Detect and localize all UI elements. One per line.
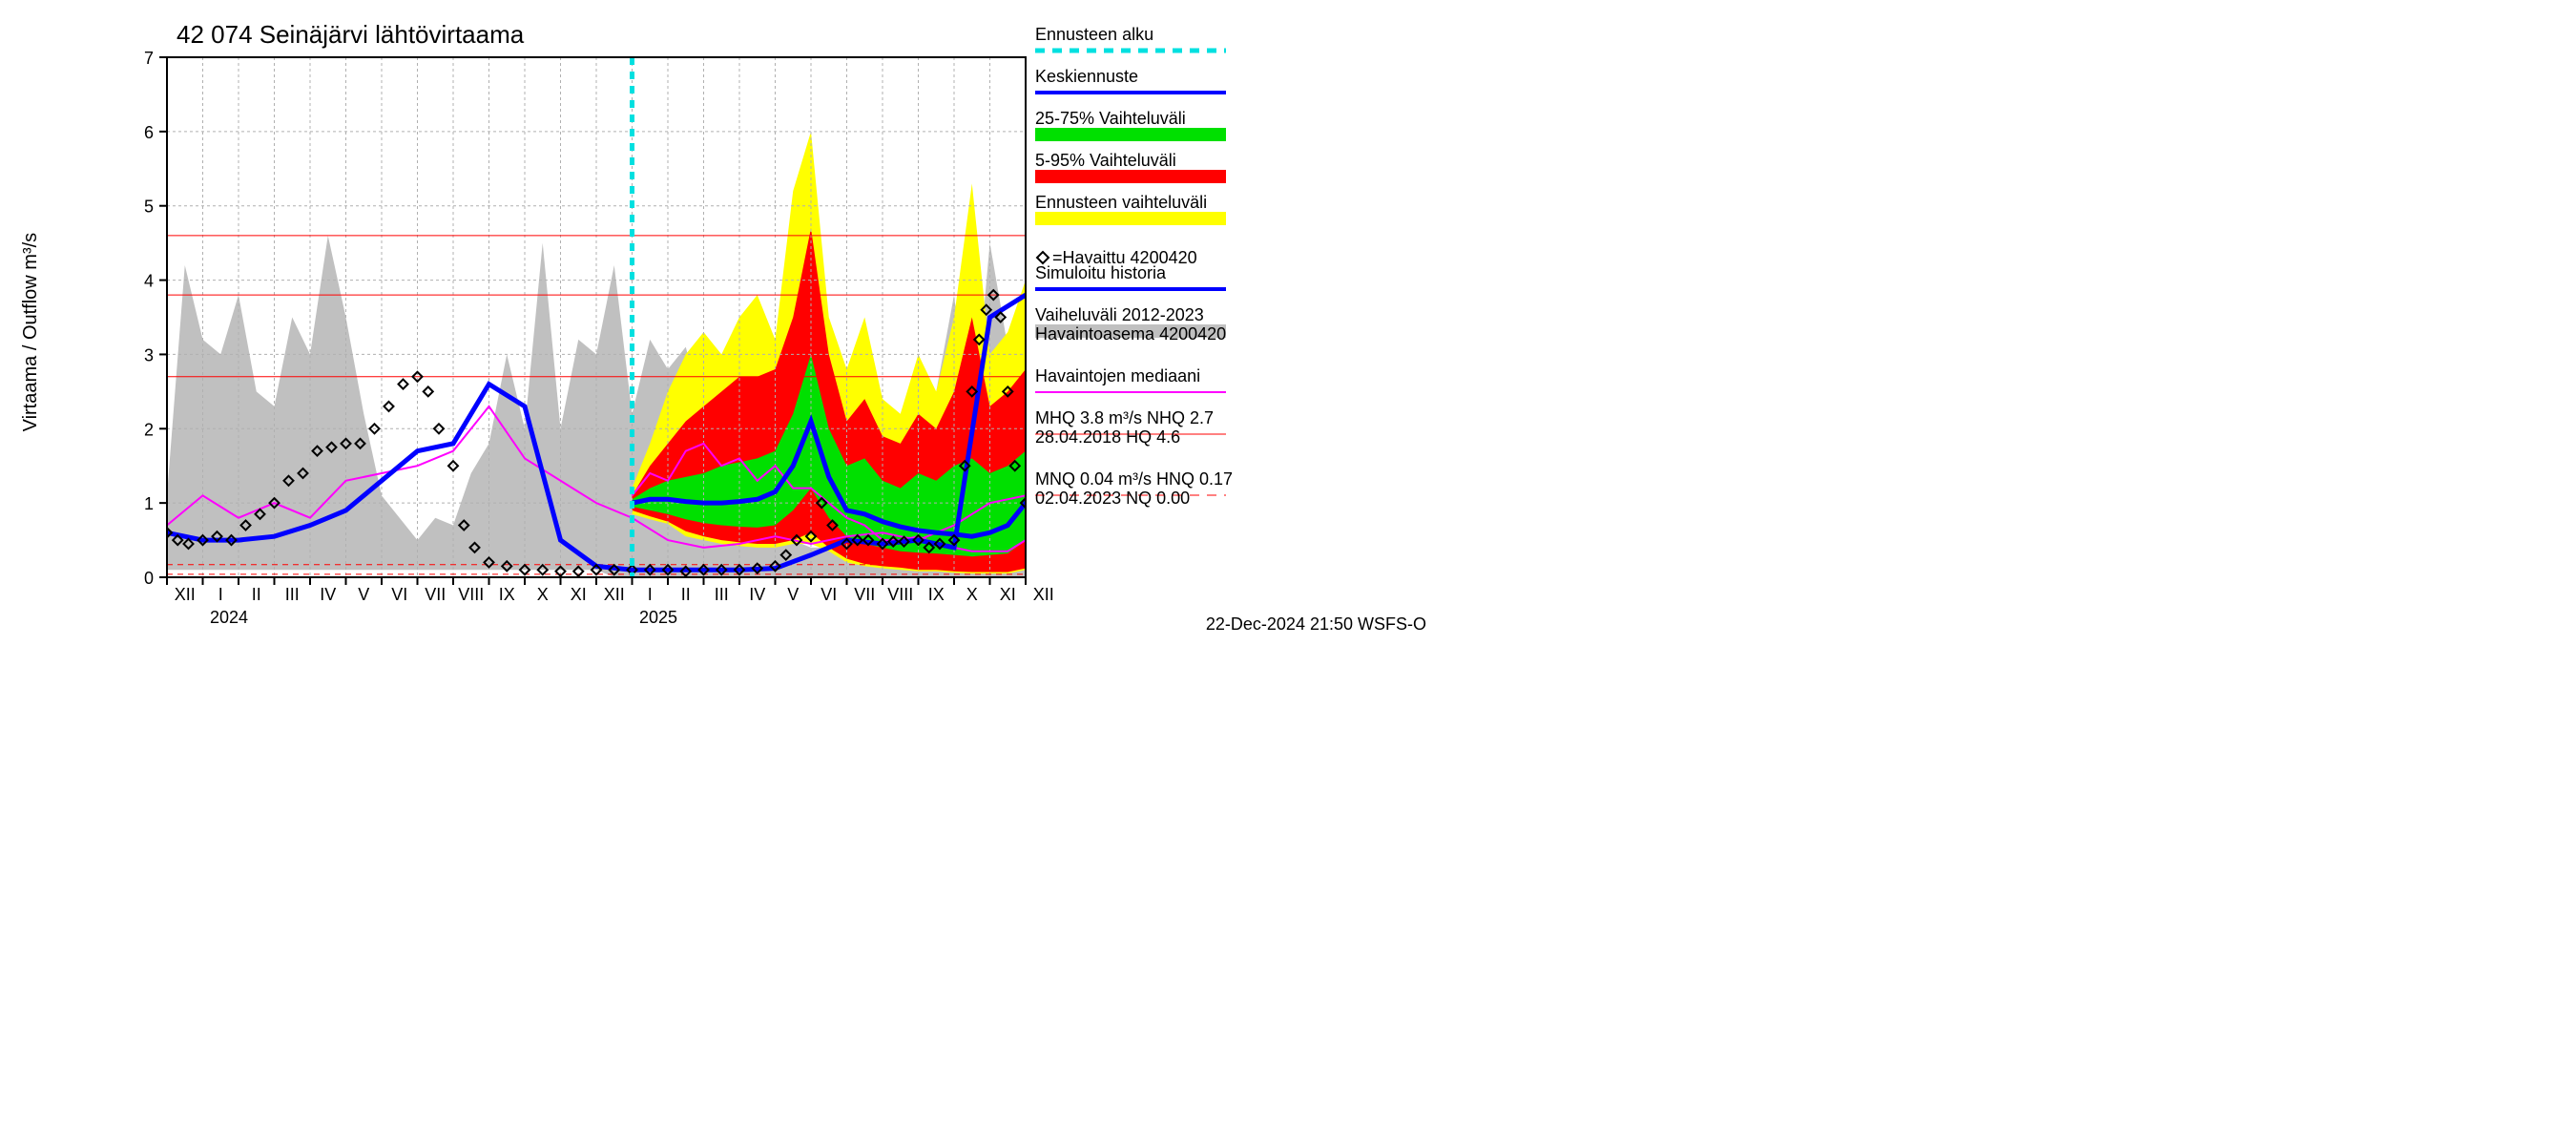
y-tick-label: 4 <box>144 272 154 291</box>
x-month-label: I <box>648 585 653 604</box>
y-tick-label: 5 <box>144 198 154 217</box>
x-month-label: VI <box>821 585 837 604</box>
legend-label: 28.04.2018 HQ 4.6 <box>1035 427 1180 447</box>
chart-footer: 22-Dec-2024 21:50 WSFS-O <box>1206 614 1426 634</box>
legend-label: Keskiennuste <box>1035 67 1138 86</box>
x-month-label: II <box>681 585 691 604</box>
x-month-label: IX <box>928 585 945 604</box>
x-month-label: III <box>285 585 300 604</box>
x-month-label: XI <box>1000 585 1016 604</box>
x-month-label: VIII <box>887 585 913 604</box>
legend-label: 5-95% Vaihteluväli <box>1035 151 1176 170</box>
y-tick-label: 0 <box>144 569 154 588</box>
x-month-label: X <box>966 585 978 604</box>
x-month-label: XII <box>604 585 625 604</box>
x-month-label: V <box>358 585 369 604</box>
x-month-label: XII <box>1033 585 1054 604</box>
x-month-label: VI <box>391 585 407 604</box>
legend-label: Havaintoasema 4200420 <box>1035 324 1226 344</box>
y-tick-label: 1 <box>144 494 154 513</box>
x-month-label: X <box>537 585 549 604</box>
legend-label: Ennusteen vaihteluväli <box>1035 193 1207 212</box>
y-tick-label: 7 <box>144 49 154 68</box>
x-month-label: XII <box>175 585 196 604</box>
x-month-label: VII <box>854 585 875 604</box>
outflow-forecast-chart: 01234567XIIIIIIIIIVVVIVIIVIIIIXXXIXIIIII… <box>0 0 1431 635</box>
legend-label: Simuloitu historia <box>1035 263 1167 282</box>
y-tick-label: 3 <box>144 345 154 364</box>
legend-label: Havaintojen mediaani <box>1035 366 1200 385</box>
chart-title: 42 074 Seinäjärvi lähtövirtaama <box>177 20 525 49</box>
x-month-label: IX <box>499 585 515 604</box>
x-month-label: VII <box>425 585 446 604</box>
x-month-label: XI <box>571 585 587 604</box>
x-year-label: 2025 <box>639 608 677 627</box>
x-month-label: II <box>252 585 261 604</box>
legend-label: 02.04.2023 NQ 0.00 <box>1035 489 1190 508</box>
x-month-label: IV <box>749 585 765 604</box>
x-month-label: III <box>715 585 729 604</box>
x-year-label: 2024 <box>210 608 248 627</box>
x-month-label: I <box>218 585 223 604</box>
y-tick-label: 6 <box>144 123 154 142</box>
legend-label: 25-75% Vaihteluväli <box>1035 109 1186 128</box>
x-month-label: VIII <box>458 585 484 604</box>
y-axis-label: Virtaama / Outflow m³/s <box>20 233 41 432</box>
y-tick-label: 2 <box>144 420 154 439</box>
legend-label: Vaiheluväli 2012-2023 <box>1035 305 1204 324</box>
legend-label: MNQ 0.04 m³/s HNQ 0.17 <box>1035 469 1233 489</box>
x-month-label: IV <box>320 585 336 604</box>
legend-label: MHQ 3.8 m³/s NHQ 2.7 <box>1035 408 1214 427</box>
x-month-label: V <box>787 585 799 604</box>
legend-label: Ennusteen alku <box>1035 25 1153 44</box>
